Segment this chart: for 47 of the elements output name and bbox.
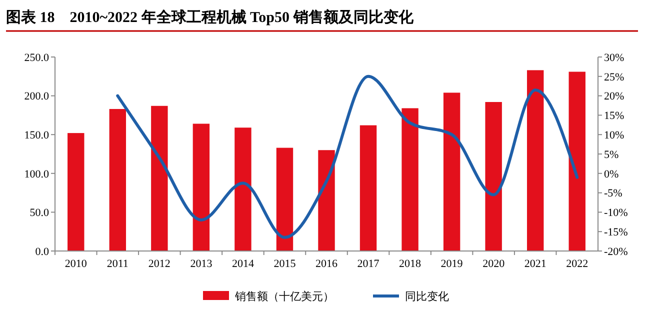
- x-tick-label: 2014: [232, 258, 254, 270]
- legend-label: 销售额（十亿美元）: [234, 290, 334, 303]
- y2-tick-label: 0%: [604, 168, 619, 180]
- bar: [151, 106, 168, 251]
- x-tick-label: 2010: [64, 258, 88, 270]
- bar: [234, 128, 252, 251]
- y2-tick-label: 5%: [604, 148, 619, 161]
- y2-tick-label: -5%: [604, 188, 622, 200]
- y-tick-label: 50.0: [30, 207, 50, 220]
- bar: [443, 92, 460, 251]
- y-tick-label: 0.0: [35, 246, 50, 258]
- x-tick-label: 2017: [357, 258, 380, 270]
- x-tick-label: 2019: [440, 258, 464, 270]
- chart-title: 图表 18 2010~2022 年全球工程机械 Top50 销售额及同比变化: [6, 8, 414, 26]
- y2-tick-label: 30%: [604, 52, 624, 64]
- y2-tick-label: -10%: [604, 207, 628, 220]
- y2-tick-label: 10%: [604, 129, 624, 142]
- x-tick-label: 2021: [524, 258, 546, 270]
- y-tick-label: 100.0: [24, 168, 50, 180]
- x-tick-label: 2012: [148, 258, 170, 270]
- bar: [568, 72, 586, 251]
- bar: [402, 108, 418, 251]
- y2-tick-label: 25%: [604, 71, 624, 84]
- x-tick-label: 2013: [190, 258, 213, 270]
- bar: [109, 108, 126, 251]
- y-tick-label: 250.0: [24, 52, 50, 64]
- y-tick-label: 150.0: [24, 129, 50, 142]
- legend-label: 同比变化: [405, 290, 449, 303]
- line-series: [116, 74, 579, 239]
- x-tick-label: 2020: [482, 258, 506, 270]
- y2-tick-label: -15%: [604, 226, 628, 238]
- x-tick-label: 2016: [316, 258, 338, 270]
- bar: [318, 150, 335, 251]
- bar: [68, 133, 84, 251]
- x-tick-label: 2022: [566, 258, 588, 270]
- y2-tick-label: 15%: [604, 110, 624, 122]
- x-tick-label: 2015: [274, 258, 296, 270]
- bar: [276, 148, 294, 251]
- y2-tick-label: 20%: [604, 90, 624, 103]
- y-tick-label: 200.0: [24, 90, 50, 103]
- bar: [485, 102, 502, 251]
- bar: [192, 124, 210, 251]
- x-tick-label: 2011: [106, 258, 128, 270]
- y2-tick-label: -20%: [604, 246, 628, 258]
- x-tick-label: 2018: [399, 258, 422, 270]
- bar: [526, 70, 544, 251]
- bar: [360, 125, 377, 251]
